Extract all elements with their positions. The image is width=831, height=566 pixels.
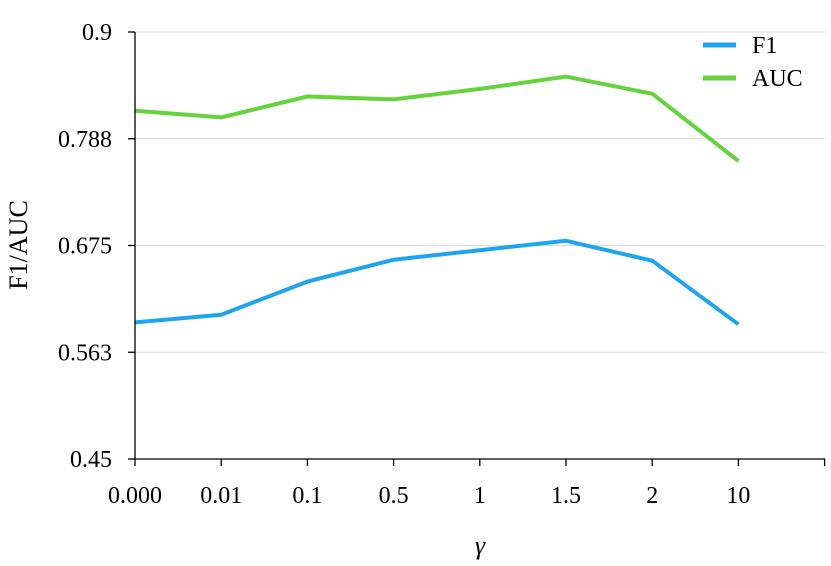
y-tick-label: 0.45 bbox=[70, 447, 112, 473]
y-tick-label: 0.675 bbox=[58, 234, 112, 260]
axes bbox=[128, 31, 826, 466]
x-axis-title: γ bbox=[475, 531, 486, 560]
legend-label-auc: AUC bbox=[752, 66, 803, 92]
x-tick-label: 1 bbox=[474, 483, 486, 509]
y-axis-title: F1/AUC bbox=[4, 200, 33, 290]
x-tick-label: 0.5 bbox=[379, 483, 409, 509]
y-tick-label: 0.788 bbox=[58, 127, 112, 153]
x-tick-label: 0.01 bbox=[200, 483, 242, 509]
x-tick-label: 10 bbox=[726, 483, 750, 509]
x-tick-label: 0.000 bbox=[108, 483, 162, 509]
x-tick-label: 0.1 bbox=[292, 483, 322, 509]
x-tick-label: 2 bbox=[646, 483, 658, 509]
legend-label-f1: F1 bbox=[752, 33, 777, 59]
y-tick-label: 0.9 bbox=[82, 20, 112, 46]
x-tick-label: 1.5 bbox=[551, 483, 581, 509]
series-line-f1 bbox=[134, 238, 740, 326]
grid-lines bbox=[135, 31, 825, 353]
legend: F1 AUC bbox=[703, 33, 803, 92]
tick-labels: 0.45 0.563 0.675 0.788 0.9 0.000 0.01 0.1 0.5 1 1.… bbox=[58, 20, 750, 509]
series-lines bbox=[134, 74, 740, 326]
y-tick-label: 0.563 bbox=[58, 340, 112, 366]
series-line-auc bbox=[134, 74, 740, 163]
